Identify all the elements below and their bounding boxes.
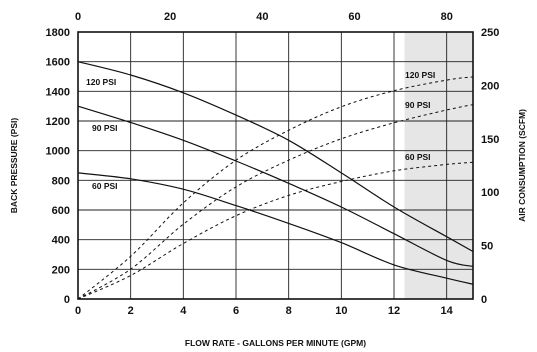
shaded-operating-region [404, 32, 473, 299]
pressure-curve-120-psi [77, 61, 474, 253]
y-tick-label: 1800 [46, 27, 70, 39]
y2-tick-label: 0 [481, 294, 487, 306]
pressure-curve-90-psi [77, 105, 474, 267]
air-curve-90-psi [77, 104, 474, 300]
y-tick-label: 1600 [46, 57, 70, 69]
y2-tick-label: 250 [481, 27, 499, 39]
y-tick-label: 1400 [46, 86, 70, 98]
y-tick-label: 0 [64, 294, 70, 306]
gridlines [77, 31, 473, 300]
y2-tick-label: 200 [481, 80, 499, 92]
air-series-label: 60 PSI [405, 152, 431, 162]
x-tick-label: 2 [128, 305, 134, 317]
y-tick-label: 1000 [46, 146, 70, 158]
y-tick-label: 600 [52, 205, 70, 217]
label-layer: 0 2 4 6 8 10 12 1402004006008001000120014001600… [46, 11, 500, 317]
pressure-series-label: 90 PSI [92, 123, 118, 133]
y2-axis-title: AIR CONSUMPTION (SCFM) [517, 109, 527, 222]
x2-tick-label: 80 [441, 11, 453, 23]
y2-tick-label: 150 [481, 134, 499, 146]
x-tick-label: 10 [335, 305, 347, 317]
y-tick-label: 800 [52, 175, 70, 187]
y-tick-label: 400 [52, 235, 70, 247]
air-curve-60-psi [77, 161, 474, 300]
pressure-series-label: 60 PSI [92, 181, 118, 191]
x-tick-label: 12 [388, 305, 400, 317]
plot-frame [77, 31, 474, 300]
x-tick-label: 8 [286, 305, 292, 317]
curve-layer [77, 61, 474, 300]
x2-tick-label: 20 [164, 11, 176, 23]
y2-tick-label: 100 [481, 187, 499, 199]
x-axis-title: FLOW RATE - GALLONS PER MINUTE (GPM) [185, 338, 366, 348]
x2-tick-label: 0 [75, 11, 81, 23]
y-tick-label: 200 [52, 264, 70, 276]
pressure-series-label: 120 PSI [86, 77, 116, 87]
air-series-label: 120 PSI [405, 70, 435, 80]
air-series-label: 90 PSI [405, 100, 431, 110]
y-tick-label: 1200 [46, 116, 70, 128]
x-tick-label: 0 [75, 305, 81, 317]
air-curve-120-psi [77, 76, 474, 300]
x2-tick-label: 40 [256, 11, 268, 23]
x2-tick-label: 60 [348, 11, 360, 23]
x-tick-label: 14 [441, 305, 454, 317]
x-tick-label: 4 [180, 305, 187, 317]
x-tick-label: 6 [233, 305, 239, 317]
pressure-curve-60-psi [77, 172, 474, 285]
y-axis-title: BACK PRESSURE (PSI) [9, 118, 19, 214]
y2-tick-label: 50 [481, 241, 493, 253]
